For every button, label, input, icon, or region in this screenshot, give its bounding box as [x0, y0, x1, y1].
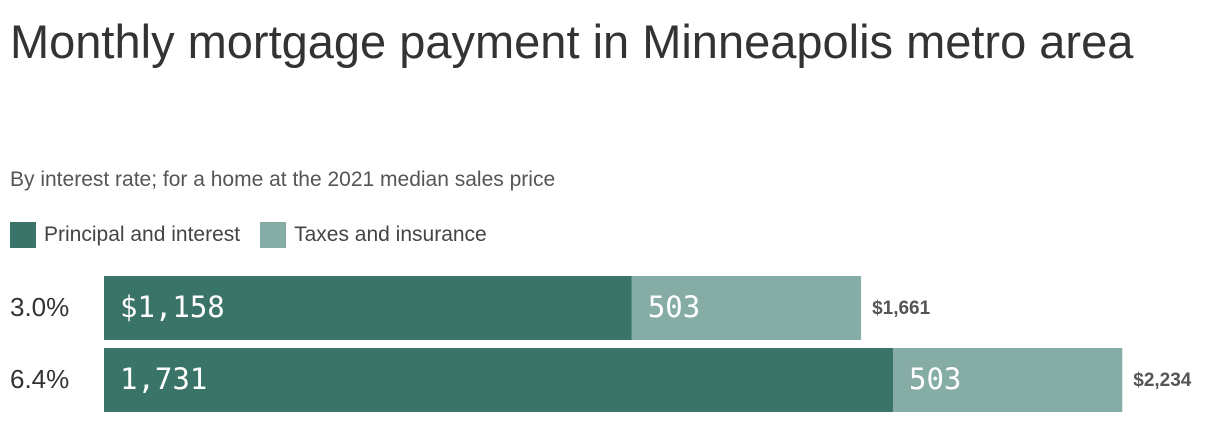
total-label: $2,234	[1133, 370, 1192, 391]
category-label: 6.4%	[10, 364, 69, 394]
bar-segment	[892, 348, 1123, 412]
legend-label: Taxes and insurance	[294, 223, 487, 246]
legend-item: Taxes and insurance	[260, 222, 487, 248]
category-label: 3.0%	[10, 292, 69, 322]
value-label: $1,158	[120, 290, 225, 324]
value-label: 503	[648, 290, 700, 324]
bar-segment	[104, 348, 893, 412]
chart-subtitle: By interest rate; for a home at the 2021…	[10, 168, 556, 191]
value-label: 1,731	[120, 362, 207, 396]
legend: Principal and interest Taxes and insuranc…	[10, 222, 507, 248]
value-label: 503	[909, 362, 961, 396]
legend-item: Principal and interest	[10, 222, 240, 248]
legend-swatch	[10, 222, 36, 248]
chart-title: Monthly mortgage payment in Minneapolis …	[10, 15, 1134, 68]
bar-segment	[631, 276, 862, 340]
bar-segment	[104, 276, 632, 340]
total-label: $1,661	[872, 298, 931, 319]
legend-swatch	[260, 222, 287, 248]
legend-label: Principal and interest	[44, 223, 241, 246]
